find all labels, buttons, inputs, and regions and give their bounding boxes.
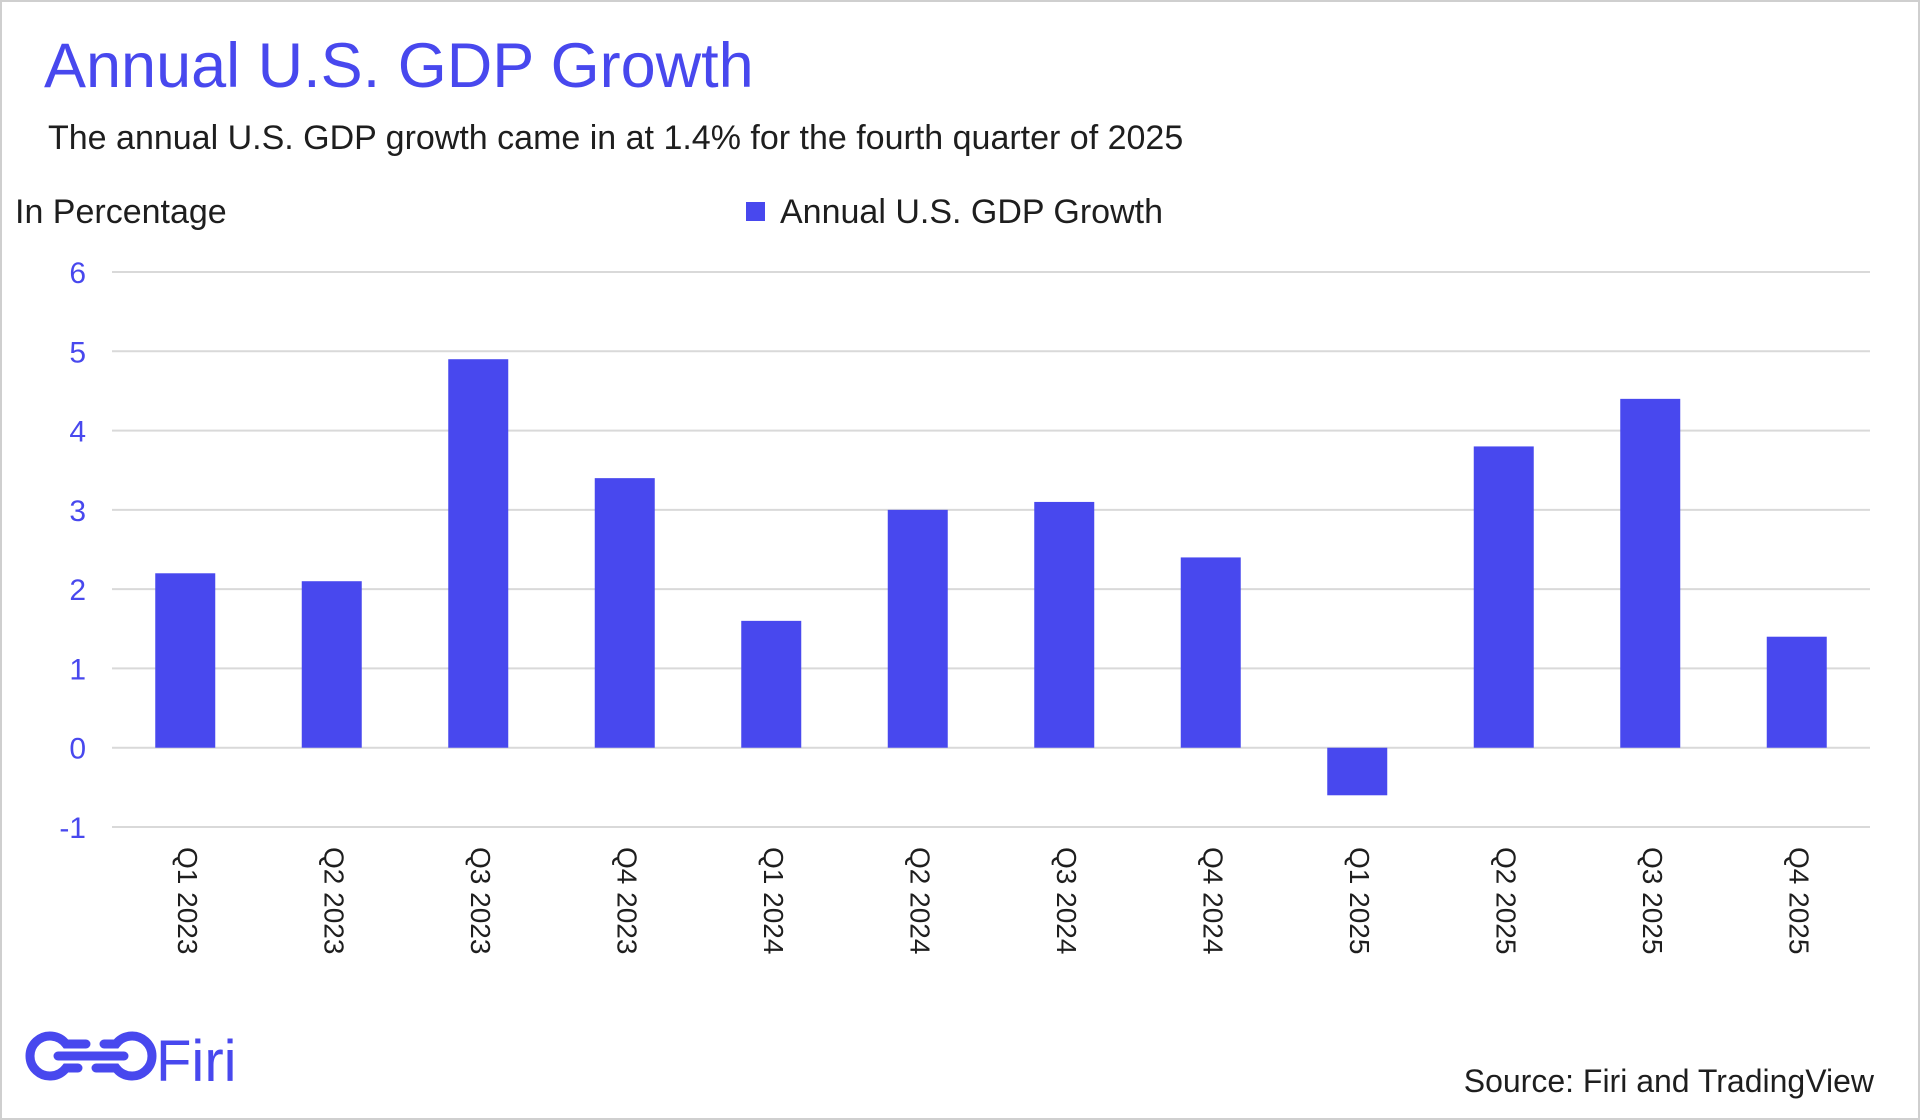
y-tick-label: 4 — [69, 416, 86, 449]
x-tick-label: Q3 2023 — [465, 847, 496, 954]
y-axis-ticks: 6 5 4 3 2 1 0 -1 — [59, 257, 86, 845]
x-tick-label: Q2 2025 — [1490, 847, 1521, 954]
bar — [1180, 557, 1241, 748]
bar — [155, 573, 216, 748]
x-tick-label: Q1 2025 — [1344, 847, 1375, 954]
bar — [1034, 501, 1095, 748]
x-tick-label: Q2 2023 — [318, 847, 349, 954]
firi-logo: Firi — [25, 1029, 237, 1094]
legend: Annual U.S. GDP Growth — [746, 193, 1163, 231]
y-tick-label: 6 — [69, 257, 86, 290]
x-tick-label: Q1 2024 — [758, 847, 789, 954]
gridlines — [112, 271, 1870, 828]
chart-subtitle: The annual U.S. GDP growth came in at 1.… — [48, 119, 1183, 157]
firi-logo-icon — [25, 1031, 157, 1081]
logo-text: Firi — [156, 1029, 237, 1094]
x-tick-label: Q4 2025 — [1783, 847, 1814, 954]
y-axis-label: In Percentage — [15, 193, 227, 231]
bar — [594, 478, 655, 748]
bar — [1327, 747, 1388, 796]
x-tick-label: Q4 2024 — [1197, 847, 1228, 954]
bars — [155, 359, 1827, 796]
x-tick-label: Q4 2023 — [611, 847, 642, 954]
bar — [301, 581, 362, 748]
y-tick-label: 2 — [69, 574, 86, 607]
bar — [741, 620, 802, 748]
bar — [1473, 446, 1534, 748]
y-tick-label: 0 — [69, 733, 86, 766]
chart-title: Annual U.S. GDP Growth — [44, 31, 754, 101]
y-tick-label: 5 — [69, 336, 86, 369]
y-tick-label: -1 — [59, 812, 86, 845]
source-note: Source: Firi and TradingView — [1464, 1063, 1875, 1099]
legend-swatch — [746, 202, 765, 221]
bar — [887, 509, 948, 748]
bar — [1766, 636, 1827, 748]
y-tick-label: 1 — [69, 653, 86, 686]
y-tick-label: 3 — [69, 495, 86, 528]
legend-label: Annual U.S. GDP Growth — [780, 193, 1163, 231]
x-axis-ticks: Q1 2023 Q2 2023 Q3 2023 Q4 2023 Q1 2024 Q2 20… — [172, 847, 1815, 954]
bar — [448, 359, 509, 748]
x-tick-label: Q1 2023 — [172, 847, 203, 954]
x-tick-label: Q2 2024 — [904, 847, 935, 954]
x-tick-label: Q3 2025 — [1637, 847, 1668, 954]
x-tick-label: Q3 2024 — [1051, 847, 1082, 954]
bar — [1620, 398, 1681, 748]
